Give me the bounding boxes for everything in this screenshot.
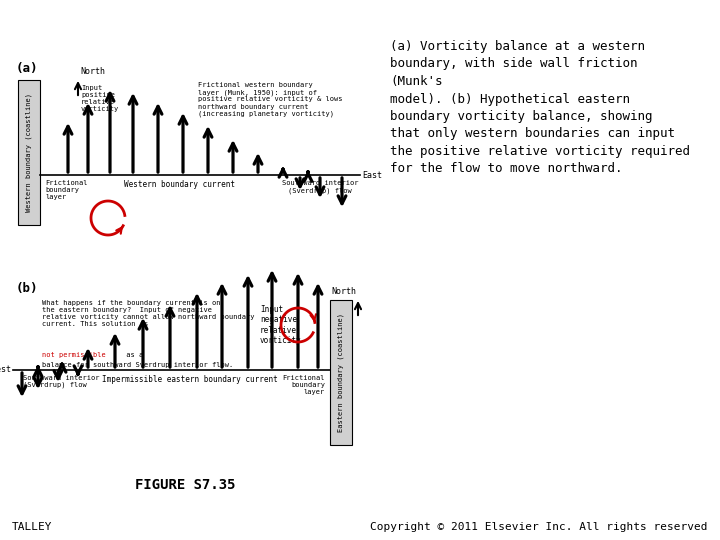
Text: Southward interior
(Sverdrup) flow: Southward interior (Sverdrup) flow xyxy=(23,375,99,388)
Text: (a) Vorticity balance at a western
boundary, with side wall friction
(Munk's
mod: (a) Vorticity balance at a western bound… xyxy=(390,40,690,176)
Bar xyxy=(330,300,352,445)
Text: East: East xyxy=(362,171,382,179)
Text: North: North xyxy=(331,287,356,296)
Bar xyxy=(18,80,40,225)
Text: as a: as a xyxy=(122,352,143,358)
Text: (a): (a) xyxy=(16,62,38,75)
Text: Impermissible eastern boundary current: Impermissible eastern boundary current xyxy=(102,375,278,384)
Text: (b): (b) xyxy=(16,282,38,295)
Text: Eastern boundary (coastline): Eastern boundary (coastline) xyxy=(338,313,344,432)
Text: FIGURE S7.35: FIGURE S7.35 xyxy=(135,478,235,492)
Text: Frictional
boundary
layer: Frictional boundary layer xyxy=(45,180,88,200)
Text: Frictional western boundary
layer (Munk, 1950): input of
positive relative vorti: Frictional western boundary layer (Munk,… xyxy=(198,82,343,117)
Text: Western boundary (coastline): Western boundary (coastline) xyxy=(26,93,32,212)
Text: Western boundary current: Western boundary current xyxy=(125,180,235,189)
Text: not permissible: not permissible xyxy=(42,352,106,358)
Text: Frictional
boundary
layer: Frictional boundary layer xyxy=(282,375,325,395)
Text: Input
negative
relative
vorticity: Input negative relative vorticity xyxy=(260,305,302,345)
Text: Copyright © 2011 Elsevier Inc. All rights reserved: Copyright © 2011 Elsevier Inc. All right… xyxy=(371,522,708,532)
Text: North: North xyxy=(80,67,105,76)
Text: TALLEY: TALLEY xyxy=(12,522,53,532)
Text: Southward interior
(Sverdrup) flow: Southward interior (Sverdrup) flow xyxy=(282,180,359,193)
Text: Input
positive
relative
vorticity: Input positive relative vorticity xyxy=(81,85,120,112)
Text: West: West xyxy=(0,366,11,375)
Text: balance for southward Sverdrup interior flow.: balance for southward Sverdrup interior … xyxy=(42,362,233,368)
Text: What happens if the boundary current is on
the eastern boundary?  Input of negat: What happens if the boundary current is … xyxy=(42,300,254,327)
